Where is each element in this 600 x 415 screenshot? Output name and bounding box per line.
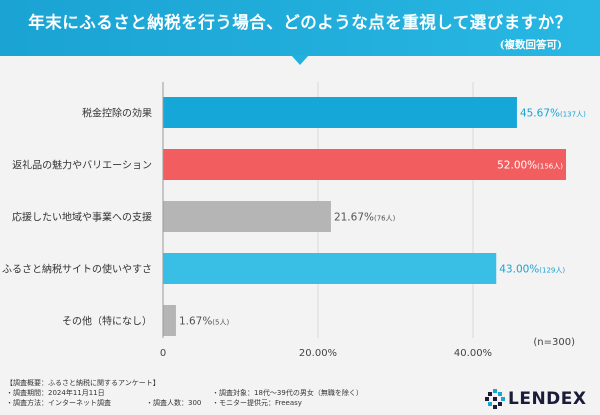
value-count-1: (156人) xyxy=(537,163,563,171)
value-label-2: 21.67%(76人) xyxy=(334,212,396,224)
value-percent-0: 45.67% xyxy=(520,108,560,120)
value-percent-3: 43.00% xyxy=(499,264,539,276)
category-label-2: 応援したい地域や事業への支援 xyxy=(12,211,152,224)
note-provider: ・モニター提供元：Freeasy xyxy=(212,399,302,407)
note-summary: 【調査概要：ふるさと納税に関するアンケート】 xyxy=(6,379,160,387)
x-tick-label-0: 0 xyxy=(160,348,166,359)
category-label-1: 返礼品の魅力やバリエーション xyxy=(12,159,152,172)
value-label-1: 52.00%(156人) xyxy=(497,160,563,172)
logo-text: LENDEX xyxy=(508,389,587,409)
value-count-3: (129人) xyxy=(539,267,565,275)
survey-notes: 【調査概要：ふるさと納税に関するアンケート】 ・調査期間：2024年11月11日… xyxy=(6,378,444,412)
category-label-0: 税金控除の効果 xyxy=(82,107,152,120)
bar-1 xyxy=(163,149,566,180)
value-label-4: 1.67%(5人) xyxy=(179,316,230,328)
bar-4 xyxy=(163,305,176,336)
bar-chart: 0 20.00% 40.00% (n=300) 税金控除の効果 45.67%(137人) 返… xyxy=(2,82,586,359)
category-label-3: ふるさと納税サイトの使いやすさ xyxy=(2,263,152,276)
x-tick-label-2: 40.00% xyxy=(454,348,492,359)
note-target: ・調査対象：18代〜39代の男女（無職を除く） xyxy=(212,389,363,397)
n-label: (n=300) xyxy=(533,337,575,348)
header-banner xyxy=(0,0,600,56)
chart-subtitle: (複数回答可) xyxy=(499,39,562,51)
value-count-0: (137人) xyxy=(560,111,586,119)
bar-0 xyxy=(163,97,517,128)
note-period: ・調査期間：2024年11月11日 xyxy=(6,389,105,397)
value-percent-2: 21.67% xyxy=(334,212,374,224)
value-percent-1: 52.00% xyxy=(497,160,537,172)
x-tick-label-1: 20.00% xyxy=(299,348,337,359)
bar-2 xyxy=(163,201,331,232)
chart-title: 年末にふるさと納税を行う場合、どのような点を重視して選びますか？ xyxy=(28,13,572,32)
value-label-3: 43.00%(129人) xyxy=(499,264,565,276)
value-label-0: 45.67%(137人) xyxy=(520,108,586,120)
value-count-2: (76人) xyxy=(374,215,396,223)
category-label-4: その他（特になし） xyxy=(62,315,152,328)
value-count-4: (5人) xyxy=(212,319,229,327)
header-pointer xyxy=(291,55,309,65)
lendex-logo: LENDEX xyxy=(484,387,594,411)
note-people: ・調査人数：300 xyxy=(146,399,202,407)
note-method: ・調査方法：インターネット調査 xyxy=(6,399,111,407)
value-percent-4: 1.67% xyxy=(179,316,212,328)
lendex-cross-icon xyxy=(485,389,505,409)
bar-3 xyxy=(163,253,497,284)
